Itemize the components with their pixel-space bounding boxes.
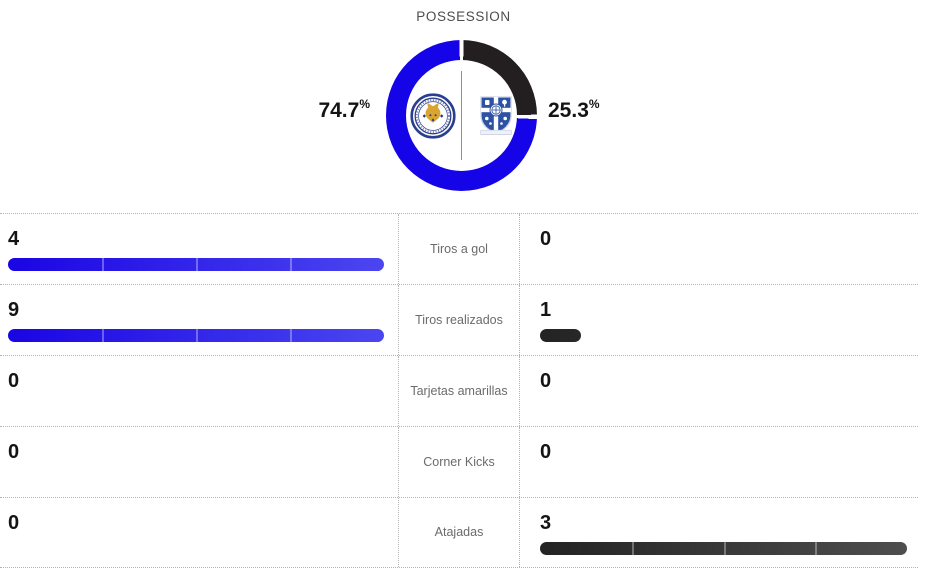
home-stat-cell: 0: [0, 427, 398, 497]
leicester-city-crest-icon: [410, 93, 456, 139]
home-stat-bar: [8, 258, 384, 271]
stat-label: Tarjetas amarillas: [410, 383, 508, 398]
possession-donut-chart: [386, 40, 537, 191]
away-stat-cell: 1: [520, 285, 918, 355]
away-stat-value: 3: [540, 512, 552, 534]
home-stat-cell: 0: [0, 498, 398, 567]
bar-segment-divider: [290, 258, 292, 271]
bar-segment-divider: [290, 329, 292, 342]
away-stat-cell: 0: [520, 356, 918, 426]
home-stat-value: 0: [8, 441, 20, 463]
away-stat-value: 0: [540, 370, 552, 392]
home-possession-value: 74.7%: [255, 97, 370, 123]
away-possession-value: 25.3%: [548, 97, 600, 123]
home-possession-number: 74.7: [318, 99, 360, 122]
stat-row: 0 Atajadas 3: [0, 497, 918, 568]
home-stat-cell: 4: [0, 214, 398, 284]
stat-row: 9 Tiros realizados 1: [0, 284, 918, 355]
tranmere-rovers-crest-icon: [480, 96, 512, 135]
possession-title: POSSESSION: [416, 9, 511, 24]
home-stat-value: 9: [8, 299, 20, 321]
stat-label-cell: Tarjetas amarillas: [398, 356, 520, 426]
stat-label-cell: Tiros realizados: [398, 285, 520, 355]
stat-label-cell: Tiros a gol: [398, 214, 520, 284]
home-stat-cell: 0: [0, 356, 398, 426]
away-stat-value: 0: [540, 441, 552, 463]
stat-label-cell: Corner Kicks: [398, 427, 520, 497]
home-percent-symbol: %: [359, 97, 370, 111]
bar-segment-divider: [815, 542, 818, 555]
home-stat-value: 4: [8, 228, 20, 250]
stats-table: 4 Tiros a gol 0 9 Tiros realizados 1 0 T…: [0, 213, 918, 568]
stat-row: 0 Corner Kicks 0: [0, 426, 918, 497]
stat-label: Atajadas: [434, 525, 484, 540]
away-stat-value: 0: [540, 228, 552, 250]
bar-segment-divider: [196, 258, 198, 271]
stat-label: Tiros a gol: [430, 241, 488, 256]
bar-segment-divider: [102, 329, 104, 342]
bar-segment-divider: [723, 542, 726, 555]
stat-label-cell: Atajadas: [398, 498, 520, 567]
center-divider-line: [461, 71, 462, 160]
away-stat-cell: 0: [520, 427, 918, 497]
bar-segment-divider: [102, 258, 104, 271]
home-stat-cell: 9: [0, 285, 398, 355]
away-stat-bar: [540, 329, 581, 342]
stat-label: Tiros realizados: [415, 312, 503, 327]
bar-segment-divider: [631, 542, 634, 555]
home-stat-bar: [8, 329, 384, 342]
stat-row: 0 Tarjetas amarillas 0: [0, 355, 918, 426]
stat-label: Corner Kicks: [423, 454, 495, 469]
bar-segment-divider: [196, 329, 198, 342]
away-percent-symbol: %: [588, 97, 600, 111]
away-possession-number: 25.3: [548, 99, 589, 122]
away-stat-cell: 3: [520, 498, 918, 567]
stat-row: 4 Tiros a gol 0: [0, 213, 918, 284]
home-stat-value: 0: [8, 370, 20, 392]
away-stat-cell: 0: [520, 214, 918, 284]
home-stat-value: 0: [8, 512, 20, 534]
away-stat-value: 1: [540, 299, 552, 321]
away-stat-bar: [540, 542, 907, 555]
